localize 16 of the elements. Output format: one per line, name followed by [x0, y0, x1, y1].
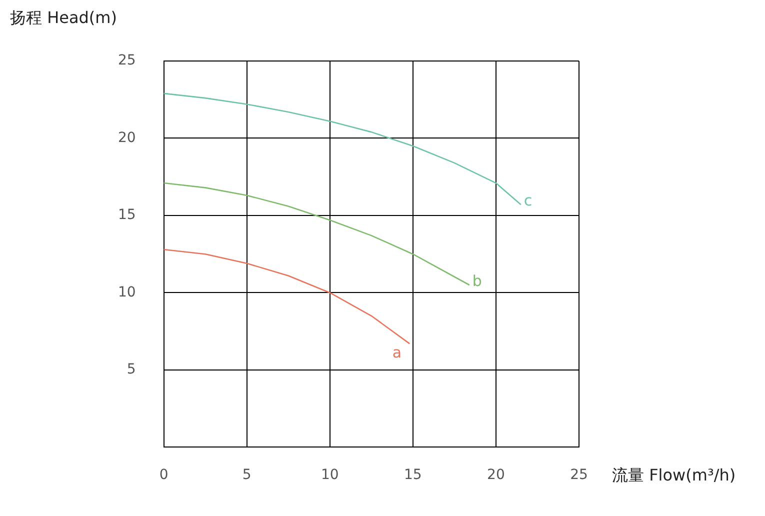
y-tick-label: 5	[126, 362, 136, 378]
x-tick-label: 0	[159, 467, 168, 484]
series-label: c	[524, 192, 532, 210]
x-axis-title: 流量 Flow(m³/h)	[612, 465, 736, 484]
y-axis-title: 扬程 Head(m)	[10, 8, 117, 28]
series-label: b	[472, 272, 482, 290]
x-tick-label: 10	[320, 467, 339, 484]
x-tick-label: 20	[487, 467, 505, 484]
y-tick-label: 25	[118, 52, 136, 69]
x-tick-label: 15	[404, 467, 422, 484]
y-tick-label: 20	[118, 130, 136, 146]
x-tick-label: 5	[242, 467, 252, 484]
x-tick-label: 25	[570, 467, 588, 484]
y-tick-label: 15	[118, 207, 136, 224]
series-label: a	[392, 344, 402, 362]
y-tick-label: 10	[118, 284, 136, 300]
